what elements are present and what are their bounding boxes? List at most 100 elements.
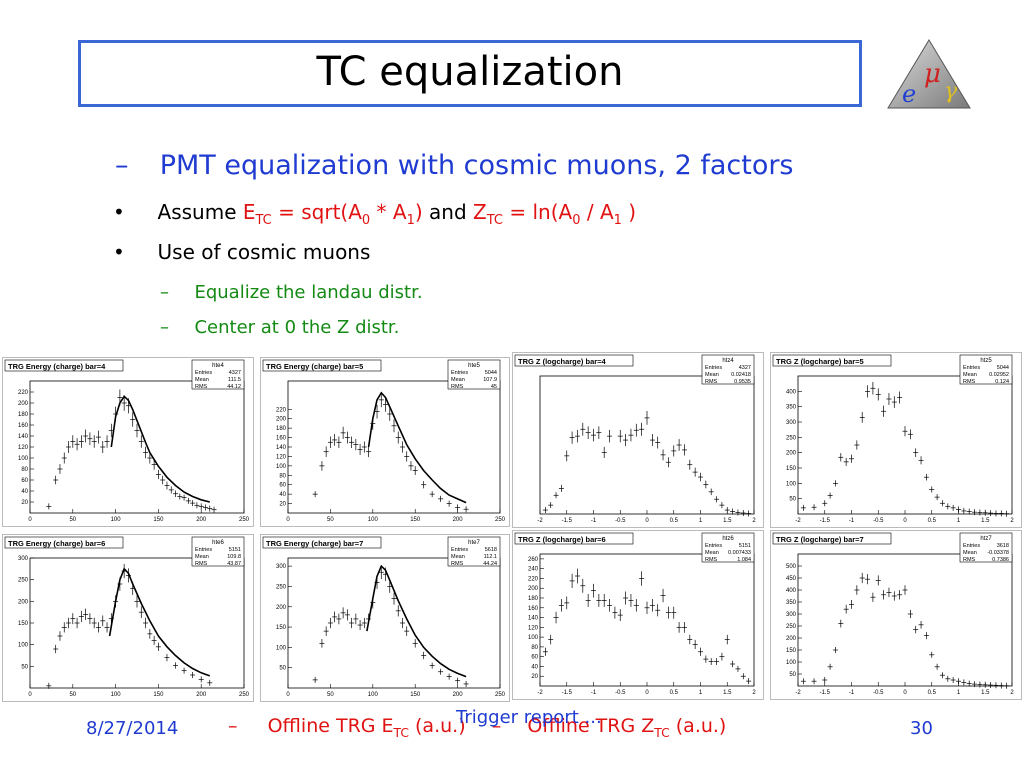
- x-tick-label: 50: [69, 692, 76, 698]
- x-tick-label: 250: [239, 692, 250, 698]
- x-tick-label: 200: [453, 517, 464, 523]
- stats-label: RMS: [705, 557, 718, 563]
- y-tick-label: 300: [18, 556, 29, 562]
- data-point: [66, 617, 72, 629]
- data-point: [977, 681, 983, 688]
- stats-label: RMS: [451, 384, 464, 390]
- data-point: [703, 480, 709, 489]
- y-tick-label: 200: [276, 417, 287, 423]
- data-point: [421, 651, 427, 660]
- y-tick-label: 80: [279, 473, 286, 479]
- stats-label: Entries: [195, 370, 212, 376]
- plot-title-box: [262, 536, 382, 549]
- y-tick-label: 160: [18, 423, 29, 429]
- data-point: [703, 655, 709, 663]
- y-tick-label: 400: [786, 588, 797, 594]
- data-point: [327, 436, 333, 449]
- y-tick-label: 240: [528, 567, 539, 573]
- x-tick-label: 0: [28, 692, 32, 698]
- data-point: [558, 484, 564, 492]
- stats-label: Entries: [963, 543, 980, 549]
- data-point: [596, 593, 602, 607]
- data-point: [676, 439, 682, 451]
- y-tick-label: 200: [18, 401, 29, 407]
- data-point: [918, 620, 924, 629]
- dash-marker: –: [228, 715, 238, 737]
- y-tick-label: 450: [786, 576, 797, 582]
- data-point: [70, 613, 76, 625]
- dash-marker: –: [491, 715, 502, 737]
- data-point: [87, 432, 93, 446]
- x-tick-label: 150: [153, 517, 164, 523]
- y-tick-label: 180: [528, 596, 539, 602]
- data-point: [151, 635, 157, 645]
- data-point: [719, 652, 725, 661]
- data-point: [412, 639, 418, 648]
- data-point: [168, 486, 174, 494]
- data-point: [357, 619, 363, 631]
- data-point: [934, 663, 940, 670]
- data-point: [687, 459, 693, 470]
- sub-bullet-zcenter-text: Center at 0 the Z distr.: [194, 317, 400, 338]
- slide-title-box: TC equalization: [78, 40, 862, 107]
- x-tick-label: 150: [410, 517, 421, 523]
- data-point: [945, 503, 951, 510]
- y-tick-label: 20: [531, 674, 538, 680]
- x-tick-label: 0.5: [928, 690, 937, 696]
- data-point: [854, 440, 860, 450]
- y-tick-label: 260: [528, 557, 539, 563]
- y-tick-label: 200: [528, 586, 539, 592]
- data-point: [601, 593, 607, 607]
- y-tick-label: 180: [276, 426, 287, 432]
- data-point: [966, 680, 972, 687]
- data-point: [800, 504, 806, 511]
- data-point: [623, 434, 629, 447]
- y-tick-label: 200: [786, 451, 797, 457]
- data-point: [607, 599, 613, 612]
- data-point: [95, 430, 101, 444]
- x-tick-label: 1: [699, 690, 703, 696]
- data-point: [907, 429, 913, 440]
- stats-label: Entries: [195, 547, 212, 553]
- data-point: [374, 404, 380, 419]
- data-point: [628, 428, 634, 442]
- data-point: [730, 508, 736, 515]
- x-tick-label: 250: [239, 517, 250, 523]
- stats-label: Entries: [963, 365, 980, 371]
- data-point: [569, 431, 575, 444]
- y-tick-label: 40: [21, 489, 28, 495]
- data-point: [143, 617, 149, 629]
- data-point: [78, 610, 84, 623]
- energy-axis-label: Offline TRG ETC (a.u.): [267, 715, 466, 740]
- stats-box: [191, 536, 245, 567]
- x-tick-label: 0: [645, 690, 649, 696]
- y-tick-label: 250: [276, 584, 287, 590]
- data-point: [746, 678, 752, 685]
- data-point: [902, 426, 908, 437]
- stats-value: 5044: [997, 365, 1009, 371]
- data-point: [353, 613, 359, 625]
- data-point: [865, 385, 871, 398]
- data-point: [429, 662, 435, 669]
- y-tick-label: 160: [528, 606, 539, 612]
- data-point: [455, 677, 461, 684]
- data-point: [207, 505, 213, 512]
- plot-title-box: [772, 354, 892, 367]
- stats-value: 0.007433: [728, 550, 751, 556]
- data-point: [665, 606, 671, 619]
- y-tick-label: 120: [18, 445, 29, 451]
- data-point: [988, 510, 994, 517]
- data-point: [46, 503, 52, 510]
- data-point: [542, 647, 548, 656]
- stats-value: 3618: [997, 543, 1009, 549]
- y-tick-label: 50: [21, 664, 28, 670]
- stats-value: 109.8: [227, 554, 241, 560]
- data-point: [164, 481, 170, 490]
- stats-label: Mean: [451, 377, 465, 383]
- stats-label: Mean: [195, 554, 209, 560]
- data-point: [61, 622, 67, 633]
- data-point: [681, 621, 687, 633]
